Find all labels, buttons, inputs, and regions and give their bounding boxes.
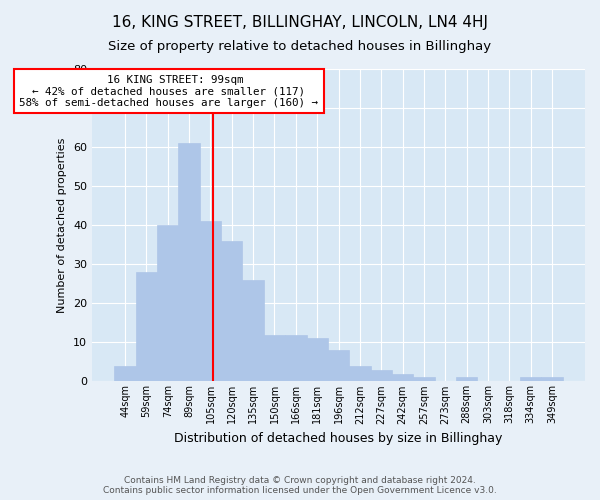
Bar bbox=[456, 378, 477, 382]
Bar bbox=[115, 366, 136, 382]
Bar bbox=[200, 222, 221, 382]
Bar bbox=[285, 334, 307, 382]
Text: Size of property relative to detached houses in Billinghay: Size of property relative to detached ho… bbox=[109, 40, 491, 53]
Y-axis label: Number of detached properties: Number of detached properties bbox=[58, 138, 67, 313]
Bar bbox=[157, 225, 178, 382]
Bar bbox=[307, 338, 328, 382]
Text: 16 KING STREET: 99sqm
← 42% of detached houses are smaller (117)
58% of semi-det: 16 KING STREET: 99sqm ← 42% of detached … bbox=[19, 75, 319, 108]
Bar bbox=[328, 350, 349, 382]
Text: 16, KING STREET, BILLINGHAY, LINCOLN, LN4 4HJ: 16, KING STREET, BILLINGHAY, LINCOLN, LN… bbox=[112, 15, 488, 30]
Text: Contains HM Land Registry data © Crown copyright and database right 2024.
Contai: Contains HM Land Registry data © Crown c… bbox=[103, 476, 497, 495]
Bar bbox=[392, 374, 413, 382]
Bar bbox=[520, 378, 541, 382]
Bar bbox=[178, 143, 200, 382]
Bar bbox=[349, 366, 371, 382]
Bar bbox=[221, 241, 242, 382]
Bar bbox=[136, 272, 157, 382]
Bar bbox=[264, 334, 285, 382]
Bar bbox=[541, 378, 563, 382]
Bar bbox=[371, 370, 392, 382]
X-axis label: Distribution of detached houses by size in Billinghay: Distribution of detached houses by size … bbox=[175, 432, 503, 445]
Bar bbox=[242, 280, 264, 382]
Bar bbox=[413, 378, 434, 382]
